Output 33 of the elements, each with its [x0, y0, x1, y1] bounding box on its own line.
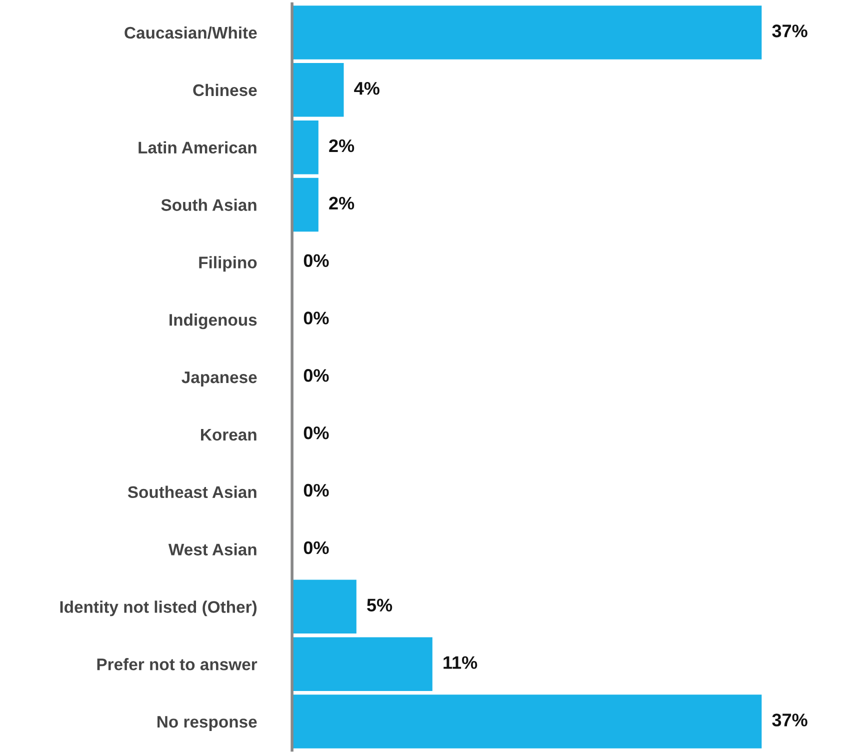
data-label: 37%	[772, 24, 808, 38]
bar	[292, 694, 762, 748]
y-tick-label: Indigenous	[170, 314, 257, 330]
y-tick-label: Prefer not to answer	[97, 658, 258, 670]
data-label: 2%	[329, 196, 354, 210]
bar	[292, 120, 318, 174]
bar	[292, 63, 344, 117]
y-tick-label: Southeast Asian	[128, 486, 256, 498]
data-label: 0%	[304, 541, 329, 554]
y-tick-label: Japanese	[182, 372, 257, 386]
y-tick-label: West Asian	[168, 543, 256, 556]
data-label: 0%	[304, 369, 329, 382]
data-label: 0%	[304, 484, 329, 497]
bar	[292, 6, 762, 60]
y-tick-label: South Asian	[161, 198, 256, 211]
data-label: 2%	[329, 139, 354, 152]
bar	[292, 178, 318, 232]
data-label: 0%	[304, 426, 329, 440]
y-tick-label: Caucasian/White	[124, 26, 257, 39]
bar	[292, 580, 356, 634]
bar	[292, 637, 432, 691]
data-label: 0%	[304, 312, 329, 324]
data-label: 11%	[444, 656, 478, 669]
y-tick-label: Korean	[201, 428, 256, 441]
y-tick-label: No response	[158, 716, 257, 732]
y-tick-label: Latin American	[138, 141, 256, 154]
data-label: 0%	[304, 254, 329, 268]
data-label: 5%	[367, 598, 392, 612]
y-tick-label: Chinese	[193, 84, 257, 96]
data-label: 4%	[354, 82, 380, 95]
data-label: 37%	[772, 714, 808, 726]
y-tick-label: Identity not listed (Other)	[60, 600, 257, 616]
y-tick-label: Filipino	[199, 256, 257, 272]
